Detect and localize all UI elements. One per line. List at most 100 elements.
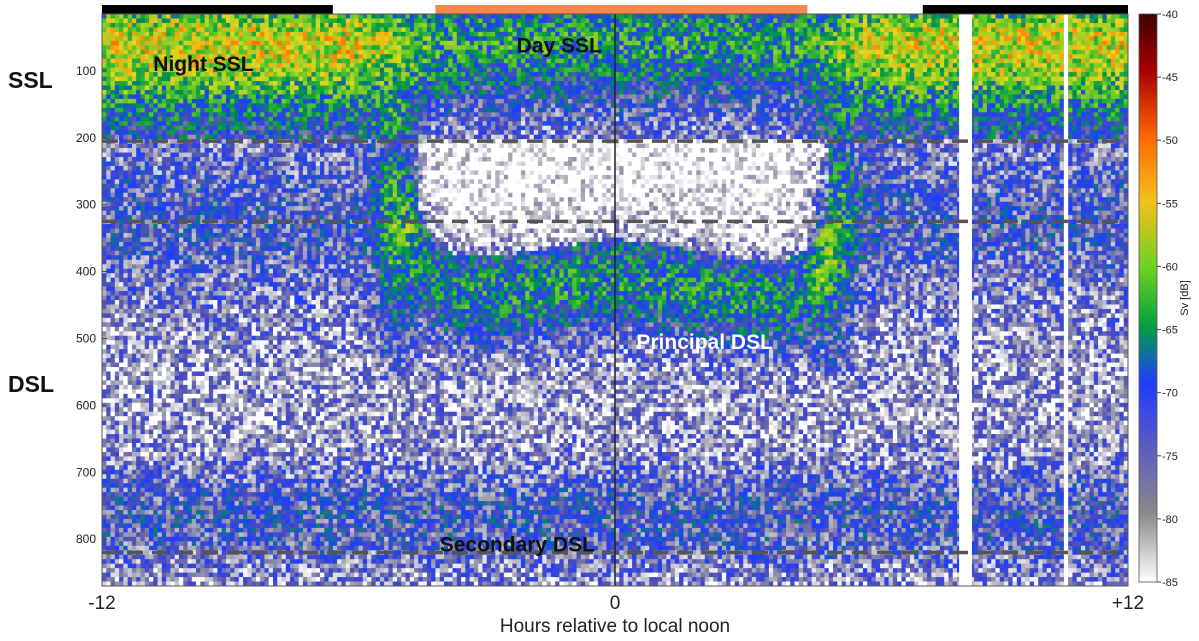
- heatmap-cell: [119, 273, 124, 279]
- heatmap-cell: [140, 295, 146, 301]
- heatmap-cell: [255, 469, 261, 475]
- heatmap-cell: [225, 81, 231, 87]
- heatmap-cell: [106, 259, 112, 265]
- heatmap-cell: [178, 232, 184, 239]
- heatmap-cell: [123, 487, 129, 493]
- heatmap-cell: [170, 81, 176, 87]
- heatmap-cell: [251, 335, 257, 341]
- heatmap-cell: [178, 478, 184, 484]
- heatmap-cell: [123, 286, 129, 292]
- heatmap-cell: [238, 179, 244, 185]
- heatmap-cell: [251, 81, 257, 87]
- heatmap-cell: [102, 317, 107, 323]
- heatmap-cell: [191, 304, 197, 310]
- heatmap-cell: [196, 532, 201, 538]
- heatmap-cell: [260, 192, 266, 198]
- heatmap-cell: [166, 344, 172, 350]
- heatmap-cell: [251, 286, 257, 292]
- heatmap-cell: [243, 45, 248, 51]
- heatmap-cell: [243, 335, 248, 341]
- heatmap-cell: [157, 246, 163, 252]
- heatmap-cell: [238, 304, 244, 310]
- heatmap-cell: [255, 331, 261, 337]
- heatmap-cell: [102, 384, 107, 390]
- heatmap-cell: [243, 577, 248, 583]
- heatmap-cell: [204, 402, 210, 408]
- heatmap-cell: [178, 469, 184, 475]
- heatmap-cell: [106, 308, 112, 315]
- heatmap-cell: [136, 317, 142, 323]
- heatmap-cell: [225, 545, 231, 551]
- heatmap-cell: [204, 443, 210, 449]
- heatmap-cell: [213, 112, 219, 118]
- heatmap-cell: [251, 483, 257, 489]
- heatmap-cell: [127, 201, 133, 207]
- heatmap-cell: [230, 148, 236, 154]
- heatmap-cell: [217, 157, 223, 163]
- heatmap-cell: [131, 581, 137, 586]
- heatmap-cell: [153, 317, 159, 323]
- heatmap-cell: [191, 81, 197, 87]
- heatmap-cell: [136, 572, 142, 578]
- heatmap-cell: [153, 518, 159, 525]
- heatmap-cell: [149, 460, 154, 466]
- heatmap-cell: [225, 559, 231, 565]
- heatmap-cell: [161, 291, 167, 297]
- heatmap-cell: [110, 116, 116, 122]
- heatmap-cell: [264, 250, 270, 256]
- heatmap-cell: [174, 367, 180, 373]
- heatmap-cell: [119, 112, 124, 118]
- heatmap-cell: [264, 407, 270, 413]
- heatmap-cell: [187, 559, 193, 565]
- heatmap-cell: [114, 125, 120, 131]
- heatmap-cell: [200, 291, 206, 297]
- heatmap-cell: [183, 340, 189, 346]
- heatmap-cell: [208, 393, 214, 399]
- heatmap-cell: [221, 402, 227, 408]
- heatmap-cell: [255, 443, 261, 449]
- heatmap-cell: [183, 438, 189, 444]
- heatmap-cell: [170, 157, 176, 163]
- heatmap-cell: [114, 22, 120, 29]
- heatmap-cell: [157, 18, 163, 24]
- heatmap-cell: [102, 188, 107, 194]
- heatmap-cell: [196, 152, 201, 158]
- heatmap-cell: [166, 416, 172, 422]
- heatmap-cell: [178, 143, 184, 149]
- heatmap-cell: [144, 331, 150, 337]
- heatmap-cell: [221, 116, 227, 122]
- heatmap-cell: [114, 317, 120, 323]
- heatmap-cell: [208, 532, 214, 538]
- heatmap-cell: [264, 54, 270, 60]
- heatmap-cell: [260, 474, 266, 480]
- heatmap-cell: [264, 402, 270, 408]
- heatmap-cell: [187, 143, 193, 149]
- heatmap-cell: [157, 389, 163, 395]
- heatmap-cell: [204, 255, 210, 261]
- heatmap-cell: [234, 157, 240, 163]
- heatmap-cell: [217, 89, 223, 96]
- heatmap-cell: [106, 63, 112, 69]
- heatmap-cell: [196, 268, 201, 274]
- heatmap-cell: [200, 545, 206, 551]
- heatmap-cell: [123, 317, 129, 323]
- heatmap-cell: [200, 425, 206, 431]
- heatmap-cell: [187, 250, 193, 256]
- heatmap-cell: [114, 465, 120, 471]
- heatmap-cell: [255, 36, 261, 42]
- heatmap-cell: [178, 264, 184, 270]
- heatmap-cell: [191, 469, 197, 475]
- heatmap-cell: [255, 152, 261, 158]
- heatmap-cell: [136, 63, 142, 69]
- heatmap-cell: [213, 232, 219, 239]
- heatmap-cell: [255, 197, 261, 203]
- heatmap-cell: [144, 501, 150, 507]
- heatmap-cell: [178, 505, 184, 511]
- heatmap-cell: [166, 36, 172, 42]
- heatmap-cell: [260, 398, 266, 404]
- heatmap-cell: [136, 487, 142, 493]
- heatmap-cell: [200, 581, 206, 586]
- heatmap-cell: [243, 443, 248, 449]
- heatmap-cell: [196, 447, 201, 453]
- heatmap-cell: [170, 107, 176, 113]
